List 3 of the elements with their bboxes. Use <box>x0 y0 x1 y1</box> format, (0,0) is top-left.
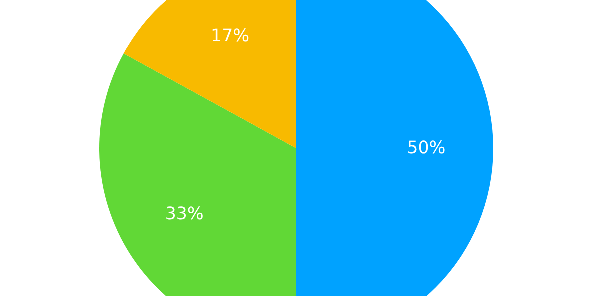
data-label: 50% <box>407 138 446 158</box>
data-label: 33% <box>165 204 204 225</box>
data-label: 17% <box>211 26 250 47</box>
